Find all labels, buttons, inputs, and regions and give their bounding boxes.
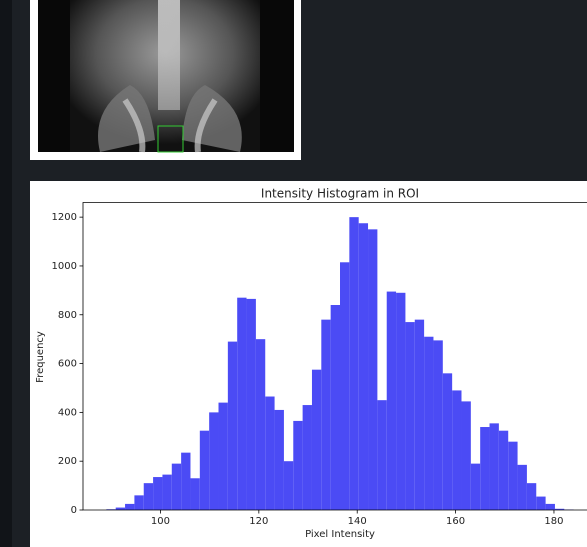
histogram-bar (303, 405, 312, 510)
histogram-bar (433, 340, 442, 510)
histogram-bar (452, 390, 461, 510)
histogram-bar (200, 431, 209, 510)
chart-title: Intensity Histogram in ROI (261, 187, 419, 201)
histogram-bar (162, 475, 171, 510)
histogram-bar (125, 504, 134, 510)
x-tick-label: 100 (151, 516, 170, 527)
histogram-panel: Intensity Histogram in ROI Pixel Intensi… (30, 181, 587, 547)
histogram-bar (377, 400, 386, 510)
histogram-bar (321, 320, 330, 510)
histogram-bar (190, 478, 199, 510)
histogram-bar (387, 292, 396, 510)
y-tick-label: 0 (71, 505, 77, 516)
y-tick-label: 400 (58, 407, 77, 418)
histogram-bar (518, 465, 527, 510)
x-tick-label: 180 (544, 516, 563, 527)
histogram-bar (536, 497, 545, 510)
histogram-bar (228, 342, 237, 510)
histogram-bar (461, 401, 470, 510)
xray-image (30, 0, 301, 160)
histogram-bar (312, 370, 321, 510)
histogram-bar (265, 397, 274, 510)
histogram-bar (471, 464, 480, 510)
y-tick-label: 800 (58, 310, 77, 321)
histogram-bar (153, 477, 162, 510)
x-tick-label: 120 (249, 516, 268, 527)
y-tick-label: 600 (58, 359, 77, 370)
histogram-bar (331, 305, 340, 510)
histogram-bar (508, 442, 517, 510)
histogram-bar (256, 339, 265, 510)
histogram-bar (284, 461, 293, 510)
histogram-bar (209, 412, 218, 510)
histogram-bar (415, 320, 424, 510)
y-tick-label: 200 (58, 456, 77, 467)
histogram-bar (340, 262, 349, 510)
histogram-bar (490, 423, 499, 510)
histogram-bar (359, 223, 368, 510)
histogram-bar (237, 298, 246, 510)
histogram-bar (172, 464, 181, 510)
histogram-bar (368, 229, 377, 510)
y-axis-label: Frequency (35, 331, 46, 383)
histogram-bar (443, 373, 452, 510)
histogram-bar (527, 483, 536, 510)
histogram-bar (144, 483, 153, 510)
histogram-bar (546, 504, 555, 510)
histogram-bar (499, 431, 508, 510)
y-tick-label: 1000 (52, 261, 77, 272)
histogram-bar (424, 337, 433, 510)
histogram-bar (134, 495, 143, 510)
histogram-bar (275, 410, 284, 510)
histogram-bar (293, 421, 302, 510)
app-page: {"chart_data": {"type": "histogram", "ti… (0, 0, 587, 547)
histogram-bar (181, 453, 190, 510)
x-tick-label: 140 (348, 516, 367, 527)
xray-frame (30, 0, 301, 160)
x-axis-label: Pixel Intensity (305, 529, 375, 540)
sidebar-strip (0, 0, 12, 547)
histogram-bar (480, 427, 489, 510)
y-tick-label: 1200 (52, 212, 77, 223)
histogram-bar (247, 299, 256, 510)
histogram-bar (219, 403, 228, 510)
histogram-bar (405, 322, 414, 510)
x-tick-label: 160 (446, 516, 465, 527)
histogram-bar (349, 217, 358, 510)
histogram-bar (396, 293, 405, 510)
